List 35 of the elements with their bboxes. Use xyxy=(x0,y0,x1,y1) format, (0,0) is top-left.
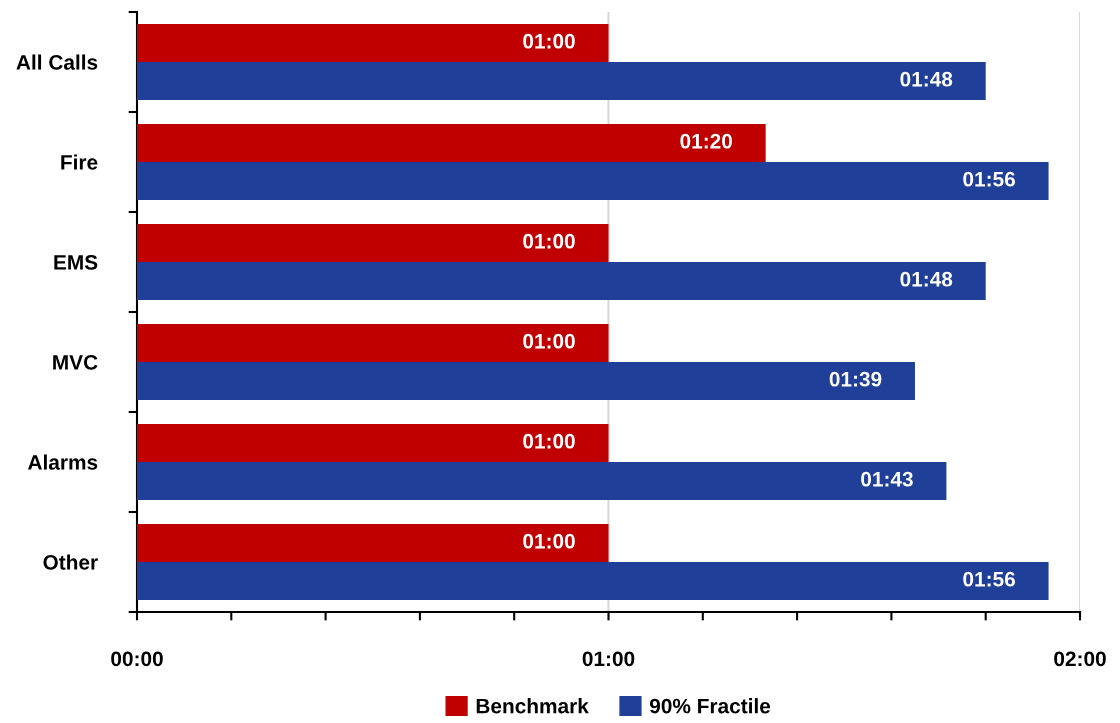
x-tick-label: 01:00 xyxy=(582,651,635,667)
y-tick-label: Fire xyxy=(61,154,98,170)
bar xyxy=(137,424,609,462)
legend-label: Benchmark xyxy=(476,698,589,714)
data-label: 01:20 xyxy=(680,133,732,149)
bar xyxy=(137,62,986,100)
legend-label: 90% Fractile xyxy=(649,698,771,714)
bar xyxy=(137,524,609,562)
y-tick-label: Other xyxy=(43,554,98,570)
bar xyxy=(137,124,766,162)
bar xyxy=(137,462,947,500)
y-tick-label: All Calls xyxy=(16,54,98,70)
data-label: 01:00 xyxy=(523,333,575,349)
bar xyxy=(137,24,609,62)
data-label: 01:00 xyxy=(523,433,575,449)
data-label: 01:56 xyxy=(963,171,1015,187)
data-label: 01:48 xyxy=(900,271,953,287)
data-label: 01:00 xyxy=(523,33,575,49)
data-label: 01:43 xyxy=(861,471,913,487)
bar xyxy=(137,262,986,300)
data-label: 01:48 xyxy=(900,71,953,87)
x-tick-label: 02:00 xyxy=(1054,651,1106,667)
data-label: 01:56 xyxy=(963,571,1015,587)
data-label: 01:00 xyxy=(523,533,575,549)
bar xyxy=(137,224,609,262)
data-label: 01:39 xyxy=(829,371,882,387)
bar xyxy=(137,162,1049,200)
bar xyxy=(137,324,609,362)
bar xyxy=(137,562,1049,600)
bar xyxy=(137,362,915,400)
y-tick-label: MVC xyxy=(53,355,98,370)
x-tick-label: 00:00 xyxy=(111,651,163,667)
y-tick-label: EMS xyxy=(54,255,98,270)
y-tick-label: Alarms xyxy=(27,454,98,470)
data-label: 01:00 xyxy=(523,233,575,249)
